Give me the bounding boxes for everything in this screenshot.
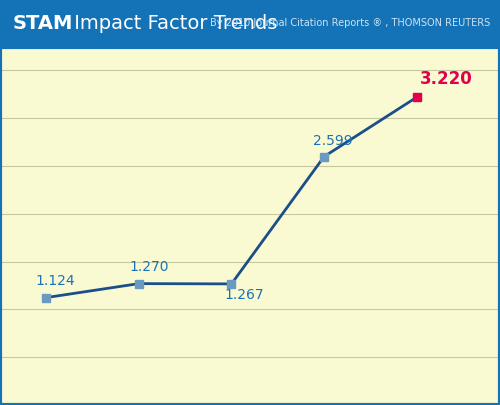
Text: STAM: STAM	[12, 14, 73, 33]
Text: 1.267: 1.267	[224, 288, 264, 302]
Text: 1.124: 1.124	[35, 274, 75, 288]
Text: 1.270: 1.270	[130, 260, 169, 274]
Text: By 2010 Journal Citation Reports ® , THOMSON REUTERS: By 2010 Journal Citation Reports ® , THO…	[210, 18, 490, 28]
Text: 2.599: 2.599	[313, 134, 352, 148]
Text: Impact Factor Trends: Impact Factor Trends	[68, 14, 277, 33]
Text: 3.220: 3.220	[420, 70, 473, 87]
